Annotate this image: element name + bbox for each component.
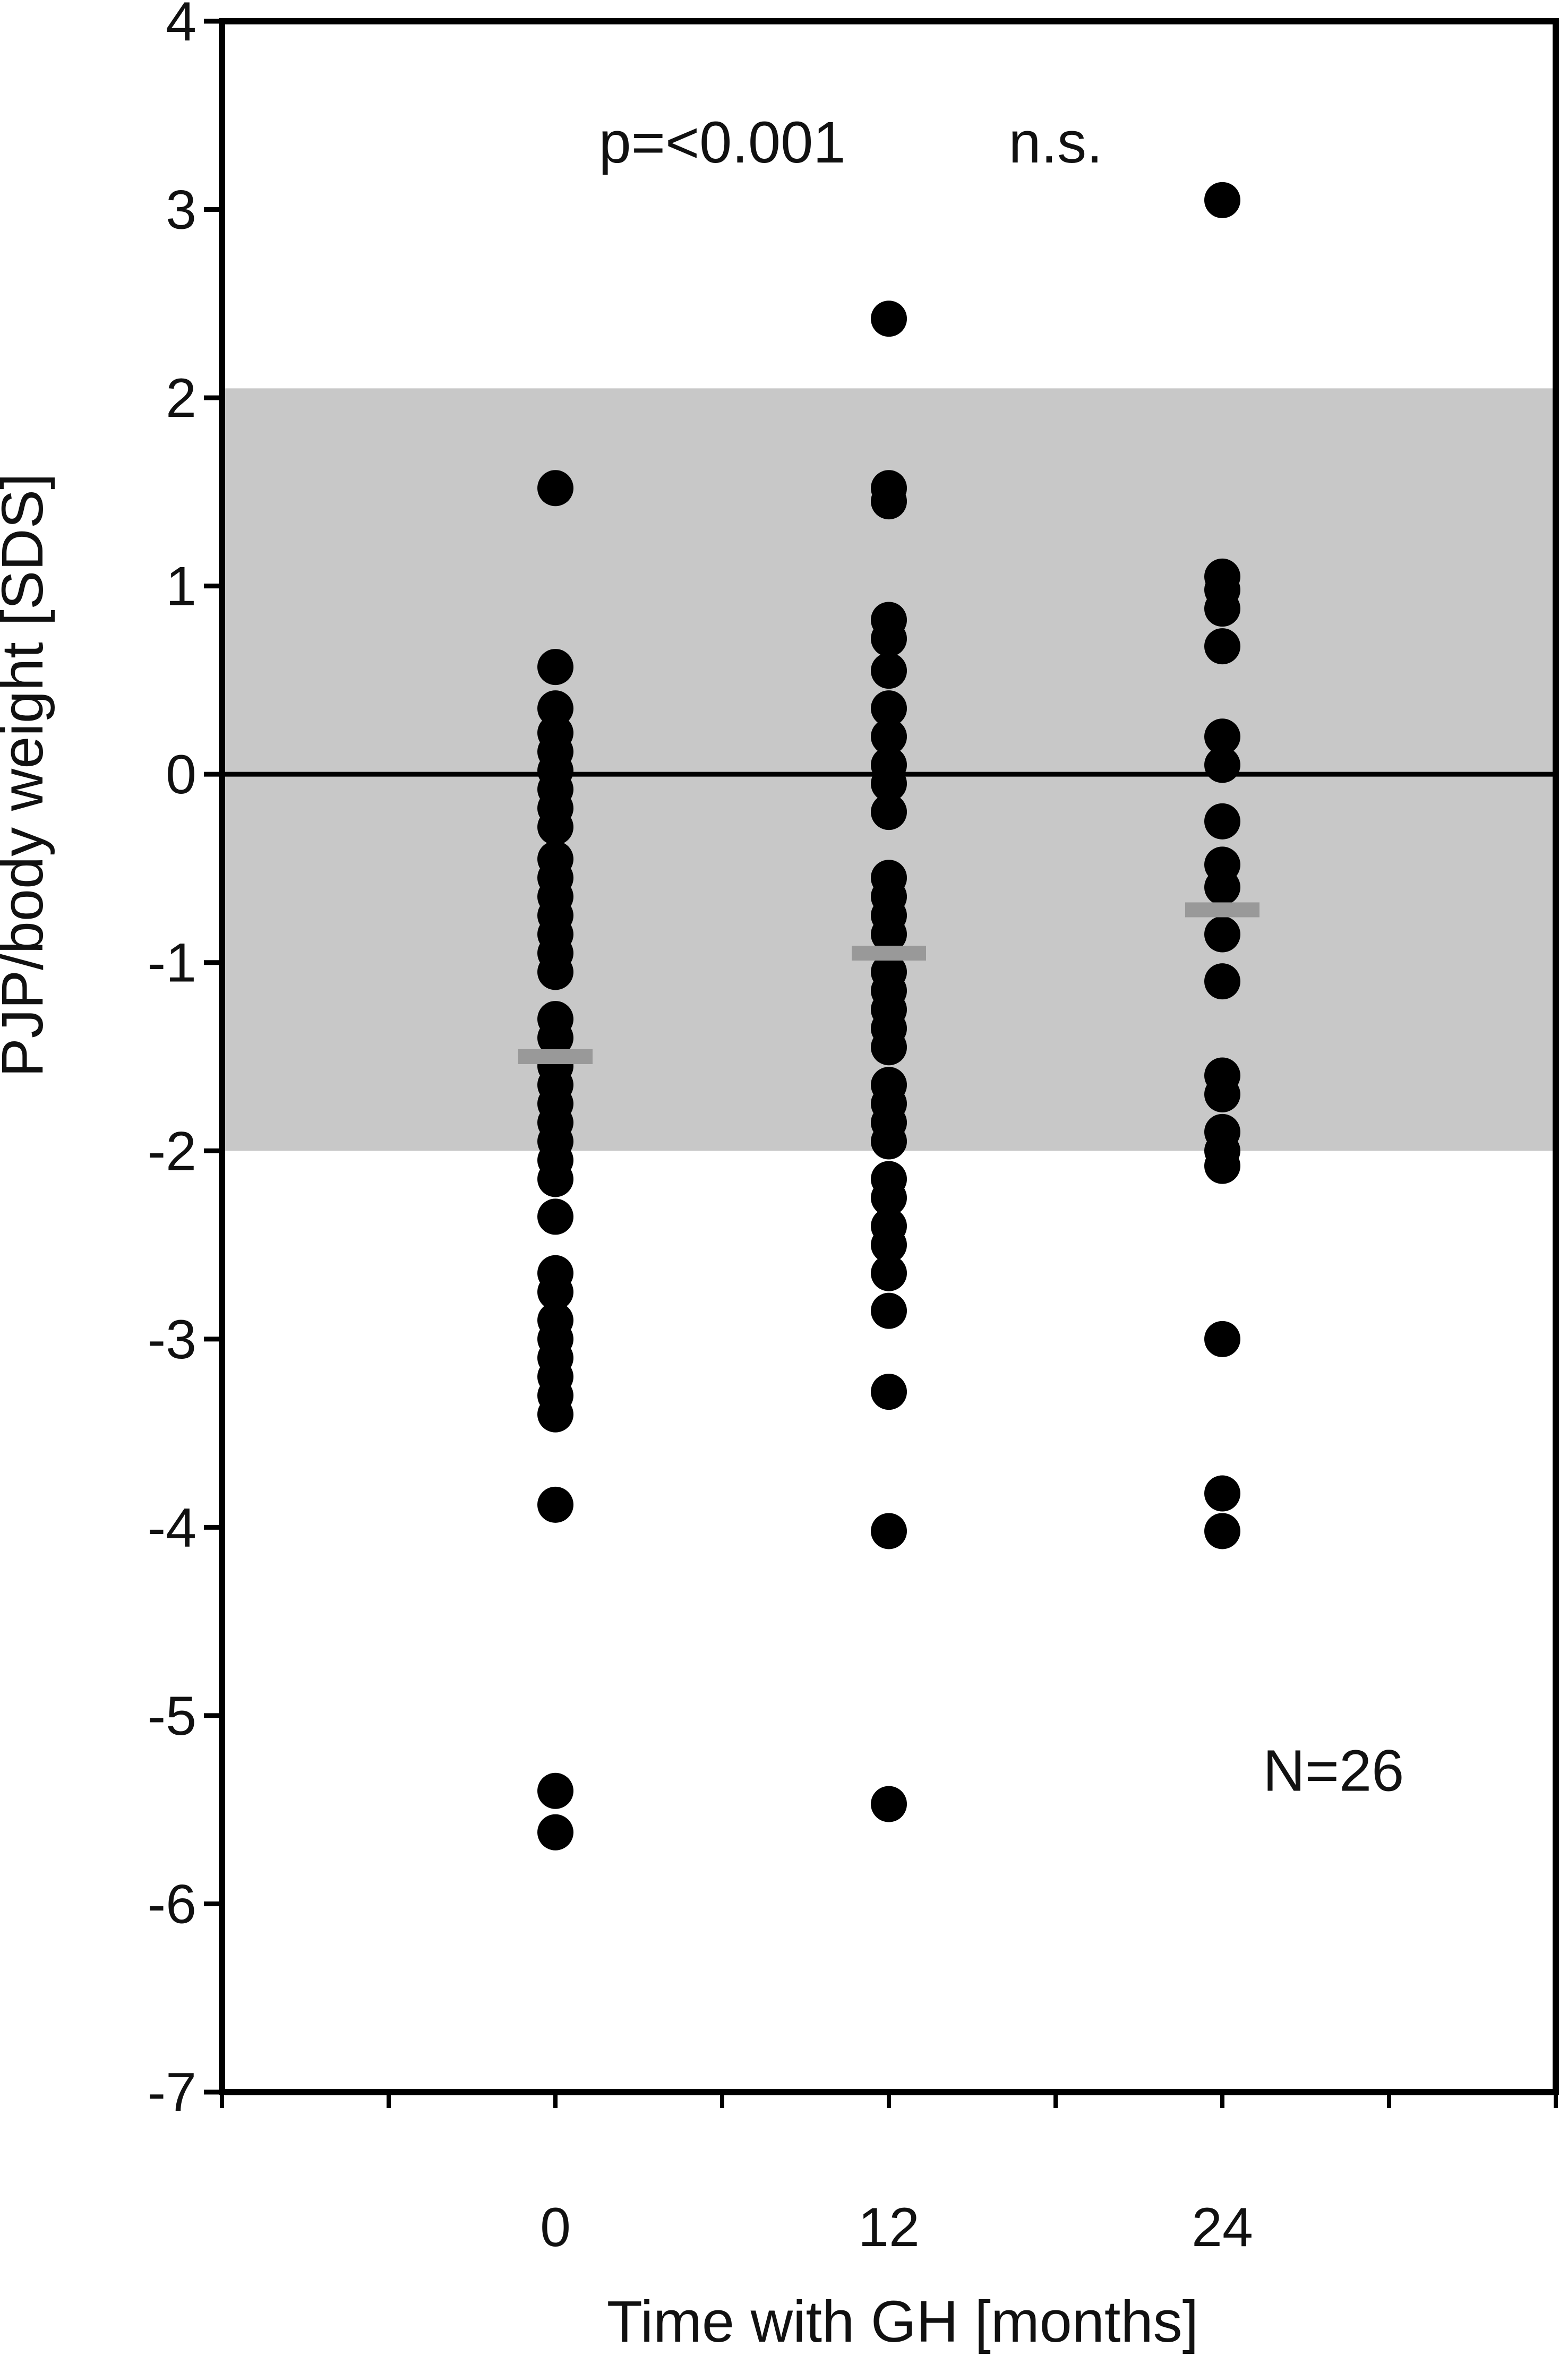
- data-point-group1-7: [871, 718, 907, 755]
- data-point-group1-2: [871, 483, 907, 520]
- y-tick-label: 0: [166, 744, 196, 806]
- data-point-group2-16: [1204, 1147, 1240, 1184]
- x-axis-title: Time with GH [months]: [607, 2289, 1199, 2354]
- median-marker-group0: [518, 1049, 593, 1064]
- data-point-group2-0: [1204, 182, 1240, 218]
- data-point-group0-0: [537, 470, 573, 507]
- data-point-group1-6: [871, 690, 907, 727]
- data-point-group2-9: [1204, 869, 1240, 905]
- data-point-group1-5: [871, 653, 907, 689]
- data-point-group0-35: [537, 1772, 573, 1809]
- y-tick-label: -2: [148, 1120, 196, 1182]
- median-marker-group2: [1185, 902, 1259, 918]
- x-tick-label: 24: [1192, 2197, 1253, 2258]
- data-points-layer: [537, 182, 1240, 1851]
- y-tick-label: 2: [166, 367, 196, 429]
- data-point-group0-1: [537, 649, 573, 686]
- data-point-group0-15: [537, 954, 573, 990]
- data-point-group2-19: [1204, 1513, 1240, 1549]
- y-tick-label: -7: [148, 2062, 196, 2123]
- data-point-group1-25: [871, 1179, 907, 1216]
- data-point-group1-27: [871, 1227, 907, 1263]
- y-tick-label: -6: [148, 1873, 196, 1935]
- x-tick-label: 0: [540, 2197, 571, 2258]
- annotation-0: p=<0.001: [599, 110, 846, 175]
- data-point-group2-7: [1204, 803, 1240, 839]
- data-point-group1-30: [871, 1374, 907, 1410]
- data-point-group0-36: [537, 1814, 573, 1851]
- median-markers-layer: [518, 902, 1259, 1064]
- data-point-group2-11: [1204, 963, 1240, 1000]
- data-point-group1-0: [871, 301, 907, 337]
- data-point-group1-4: [871, 620, 907, 657]
- data-point-group2-10: [1204, 916, 1240, 953]
- data-point-group0-34: [537, 1486, 573, 1523]
- data-point-group2-13: [1204, 1076, 1240, 1112]
- y-tick-label: -5: [148, 1685, 196, 1747]
- data-point-group1-19: [871, 1029, 907, 1066]
- text-layer: PJP/body weight [SDS] Time with GH [mont…: [0, 0, 1404, 2354]
- data-point-group1-29: [871, 1292, 907, 1329]
- data-point-group1-10: [871, 794, 907, 830]
- data-point-group0-25: [537, 1198, 573, 1235]
- data-point-group2-17: [1204, 1321, 1240, 1357]
- data-point-group2-6: [1204, 747, 1240, 783]
- y-axis-title: PJP/body weight [SDS]: [0, 473, 55, 1077]
- axes-layer: [204, 18, 1559, 2108]
- data-point-group1-9: [871, 765, 907, 802]
- data-point-group1-28: [871, 1255, 907, 1291]
- data-point-group2-3: [1204, 590, 1240, 627]
- y-tick-label: 1: [166, 556, 196, 618]
- data-point-group1-23: [871, 1123, 907, 1160]
- y-tick-label: -3: [148, 1309, 196, 1370]
- y-tick-label: 3: [166, 179, 196, 241]
- data-point-group0-24: [537, 1161, 573, 1197]
- y-tick-label: 4: [166, 0, 196, 53]
- data-point-group1-31: [871, 1513, 907, 1549]
- data-point-group1-32: [871, 1786, 907, 1822]
- data-point-group0-8: [537, 809, 573, 845]
- data-point-group0-33: [537, 1396, 573, 1433]
- data-point-group1-14: [871, 916, 907, 953]
- median-marker-group1: [852, 946, 926, 961]
- data-point-group2-4: [1204, 628, 1240, 665]
- x-tick-label: 12: [858, 2197, 920, 2258]
- y-tick-label: -4: [148, 1497, 196, 1558]
- data-point-group0-17: [537, 1020, 573, 1056]
- data-point-group2-18: [1204, 1475, 1240, 1512]
- y-tick-label: -1: [148, 932, 196, 994]
- annotation-1: n.s.: [1008, 110, 1102, 175]
- data-point-group2-5: [1204, 718, 1240, 755]
- data-point-group0-27: [537, 1274, 573, 1310]
- annotation-2: N=26: [1263, 1738, 1404, 1804]
